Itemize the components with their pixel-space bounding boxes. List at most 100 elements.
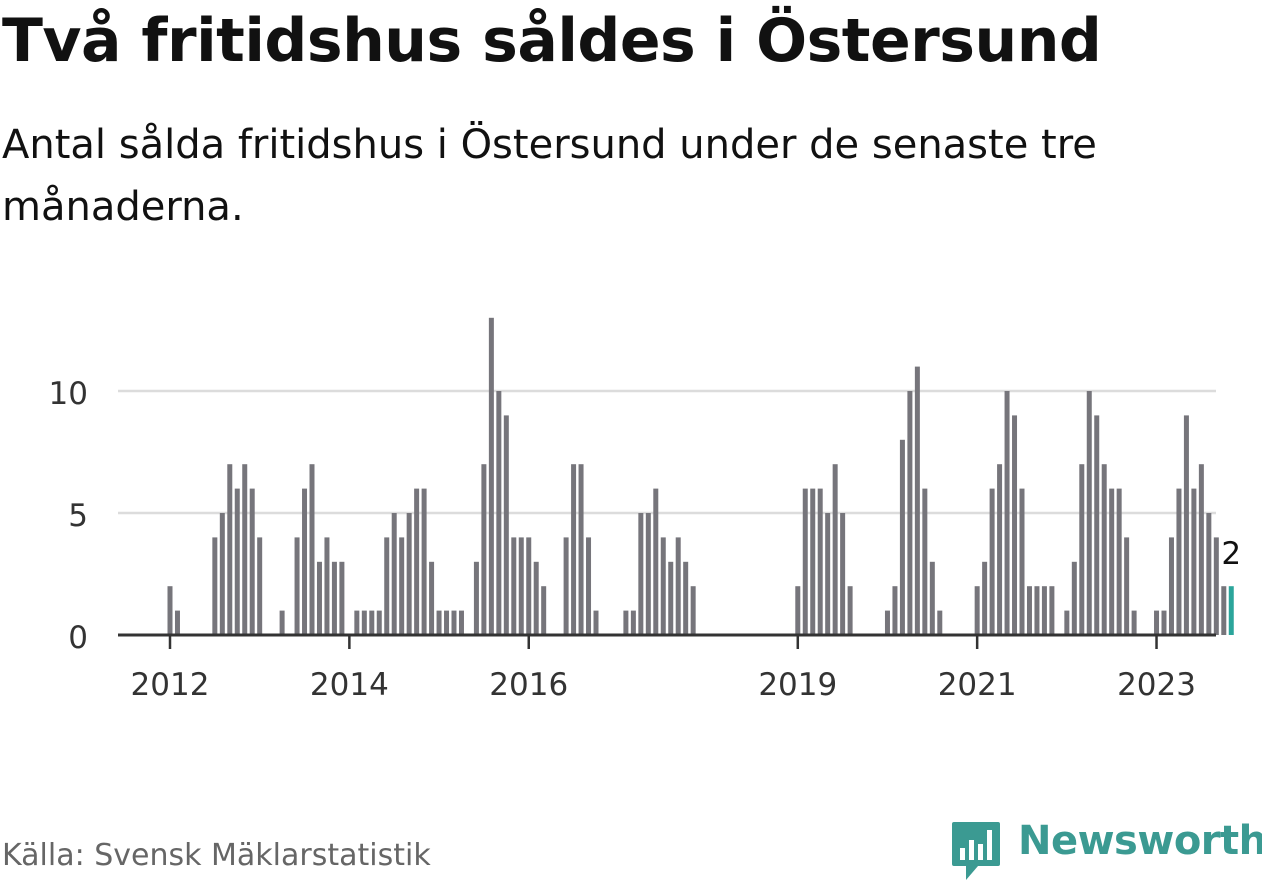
bar [1094, 415, 1100, 635]
bar [675, 537, 681, 635]
bar [795, 586, 801, 635]
bar [690, 586, 696, 635]
bar [571, 464, 577, 635]
bar [922, 488, 928, 635]
bar [660, 537, 666, 635]
bar [399, 537, 405, 635]
bar [623, 610, 629, 635]
bar [645, 513, 651, 635]
source-note: Källa: Svensk Mäklarstatistik [2, 838, 431, 873]
bar [1183, 415, 1189, 635]
bar [1019, 488, 1025, 635]
bar [937, 610, 943, 635]
bar [421, 488, 427, 635]
bars [167, 317, 1234, 635]
bar [563, 537, 569, 635]
bar [1026, 586, 1032, 635]
bar [436, 610, 442, 635]
bar [503, 415, 509, 635]
x-tick-label: 2021 [938, 667, 1017, 703]
bar [997, 464, 1003, 635]
bar-highlight [1228, 586, 1234, 635]
bar [369, 610, 375, 635]
bar [668, 561, 674, 635]
y-tick-label: 5 [68, 498, 88, 534]
bar [1064, 610, 1070, 635]
bar [982, 561, 988, 635]
bar [1086, 391, 1092, 635]
bar [593, 610, 599, 635]
bar [174, 610, 180, 635]
bar [227, 464, 233, 635]
bar [473, 561, 479, 635]
bar [458, 610, 464, 635]
bar [1071, 561, 1077, 635]
bar [1041, 586, 1047, 635]
bar [212, 537, 218, 635]
bar-chart: 0 5 10 2012 2014 2016 2019 2021 2023 2 [48, 317, 1242, 703]
bar [974, 586, 980, 635]
bar [384, 537, 390, 635]
brand-name: Newsworthy [1018, 818, 1262, 864]
bar [249, 488, 255, 635]
bar [892, 586, 898, 635]
bar [1124, 537, 1130, 635]
bar-chart-speech-icon [952, 822, 1000, 880]
bar [533, 561, 539, 635]
bar [638, 513, 644, 635]
bar [219, 513, 225, 635]
bar [653, 488, 659, 635]
bar [907, 391, 913, 635]
bar [167, 586, 173, 635]
bar [511, 537, 517, 635]
bar [847, 586, 853, 635]
x-tick-label: 2014 [310, 667, 389, 703]
grid-lines [118, 389, 1216, 515]
y-tick-label: 0 [68, 620, 88, 656]
bar [234, 488, 240, 635]
bar [1116, 488, 1122, 635]
bar [989, 488, 995, 635]
bar [832, 464, 838, 635]
bar [1176, 488, 1182, 635]
x-tick-label: 2023 [1117, 667, 1196, 703]
x-tick-label: 2016 [489, 667, 568, 703]
x-tick-label: 2012 [131, 667, 210, 703]
highlight-value-label: 2 [1221, 536, 1241, 572]
bar [361, 610, 367, 635]
bar [242, 464, 248, 635]
bar [309, 464, 315, 635]
y-tick-label: 10 [49, 376, 88, 412]
bar [339, 561, 345, 635]
bar [257, 537, 263, 635]
bar [817, 488, 823, 635]
bar [488, 317, 494, 635]
bar [316, 561, 322, 635]
bar [1213, 537, 1219, 635]
bar [391, 513, 397, 635]
bar [586, 537, 592, 635]
bar [1049, 586, 1055, 635]
bar [1109, 488, 1115, 635]
bar [630, 610, 636, 635]
bar [376, 610, 382, 635]
bar [1191, 488, 1197, 635]
bar [541, 586, 547, 635]
bar [914, 366, 920, 635]
bar [481, 464, 487, 635]
bar [1101, 464, 1107, 635]
bar [1168, 537, 1174, 635]
bar [1004, 391, 1010, 635]
bar [302, 488, 308, 635]
bar [429, 561, 435, 635]
bar [802, 488, 808, 635]
bar [578, 464, 584, 635]
bar [825, 513, 831, 635]
chart-subtitle: Antal sålda fritidshus i Östersund under… [2, 122, 1097, 230]
bar [1221, 586, 1227, 635]
bar [1034, 586, 1040, 635]
bar [1079, 464, 1085, 635]
bar [331, 561, 337, 635]
bar [279, 610, 285, 635]
bar [324, 537, 330, 635]
